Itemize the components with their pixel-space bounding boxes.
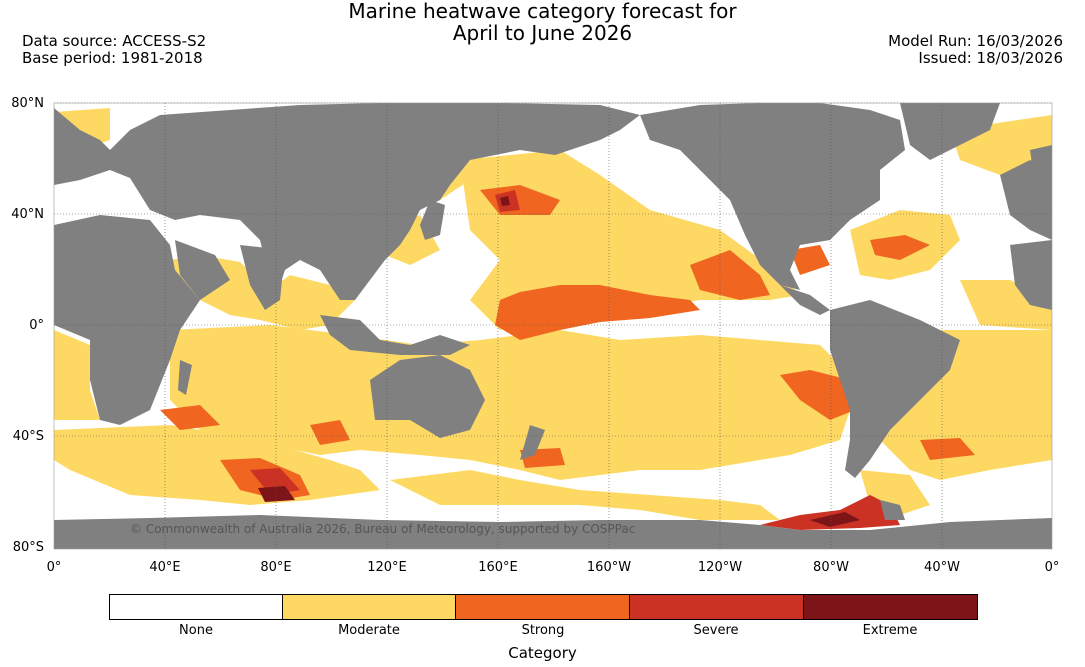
strong-area	[160, 405, 220, 430]
north-america	[640, 103, 905, 290]
model-run: Model Run: 16/03/2026	[888, 32, 1063, 50]
lon-label: 0°	[46, 560, 62, 575]
data-source: Data source: ACCESS-S2	[22, 32, 207, 50]
moderate-area	[390, 470, 780, 520]
new-zealand	[520, 425, 545, 460]
heatwave-map	[53, 102, 1053, 550]
extreme-areas	[258, 196, 860, 527]
lon-label: 120°E	[367, 560, 407, 575]
india	[240, 245, 285, 310]
lat-label: 80°N	[11, 96, 44, 111]
extreme-area	[500, 196, 510, 206]
run-info: Model Run: 16/03/2026 Issued: 18/03/2026	[888, 33, 1063, 67]
colorbar-label: Severe	[693, 623, 739, 638]
lon-label: 160°W	[586, 560, 632, 575]
extreme-area	[810, 512, 860, 527]
lat-label: 80°S	[12, 540, 44, 555]
lon-label: 0°	[1044, 560, 1060, 575]
lat-label: 0°	[29, 318, 44, 333]
lon-label: 80°E	[260, 560, 292, 575]
madagascar	[178, 360, 192, 395]
severe-area	[250, 468, 300, 495]
antarctica	[54, 515, 1052, 549]
source-info: Data source: ACCESS-S2 Base period: 1981…	[22, 33, 206, 67]
strong-area	[870, 235, 930, 260]
europe-west	[1000, 160, 1052, 240]
strong-area	[495, 285, 700, 340]
australia	[370, 355, 485, 438]
strong-area	[780, 370, 855, 420]
lon-label: 40°E	[149, 560, 181, 575]
moderate-area	[54, 330, 100, 420]
eurasia	[54, 103, 640, 300]
severe-areas	[250, 190, 900, 530]
colorbar-label: Moderate	[338, 623, 400, 638]
lon-label: 40°W	[924, 560, 960, 575]
strong-area	[920, 438, 975, 460]
land	[54, 103, 1052, 549]
severe-area	[760, 495, 900, 530]
south-america	[830, 300, 960, 478]
strong-area	[790, 245, 830, 275]
central-america	[780, 285, 830, 315]
africa-wrap	[1010, 240, 1052, 310]
map-title-line2: April to June 2026	[452, 21, 633, 45]
greenland	[900, 103, 1000, 160]
lon-label: 120°W	[697, 560, 743, 575]
colorbar-label: Strong	[521, 623, 565, 638]
lat-label: 40°S	[12, 429, 44, 444]
colorbar-swatch-extreme	[803, 594, 978, 620]
colorbar-title: Category	[508, 644, 577, 662]
lon-label: 160°E	[478, 560, 518, 575]
colorbar-swatch-none	[109, 594, 283, 620]
lat-label: 40°N	[11, 207, 44, 222]
strong-area	[310, 420, 350, 445]
antarctic-peninsula	[880, 500, 905, 520]
colorbar-swatch-severe	[629, 594, 804, 620]
arabia	[175, 240, 230, 300]
copyright-note: © Commonwealth of Australia 2026, Bureau…	[130, 522, 636, 536]
colorbar-swatch-moderate	[282, 594, 456, 620]
base-period: Base period: 1981-2018	[22, 49, 203, 67]
lon-label: 80°W	[813, 560, 849, 575]
strong-area	[690, 250, 770, 300]
map-frame	[53, 102, 1053, 550]
japan	[420, 200, 445, 240]
issued-date: Issued: 18/03/2026	[918, 49, 1063, 67]
africa	[54, 215, 200, 425]
map-title-line1: Marine heatwave category forecast for	[348, 0, 737, 23]
colorbar-label: None	[179, 623, 213, 638]
colorbar-label: Extreme	[862, 623, 918, 638]
colorbar-swatch-strong	[455, 594, 630, 620]
extreme-area	[258, 486, 295, 502]
